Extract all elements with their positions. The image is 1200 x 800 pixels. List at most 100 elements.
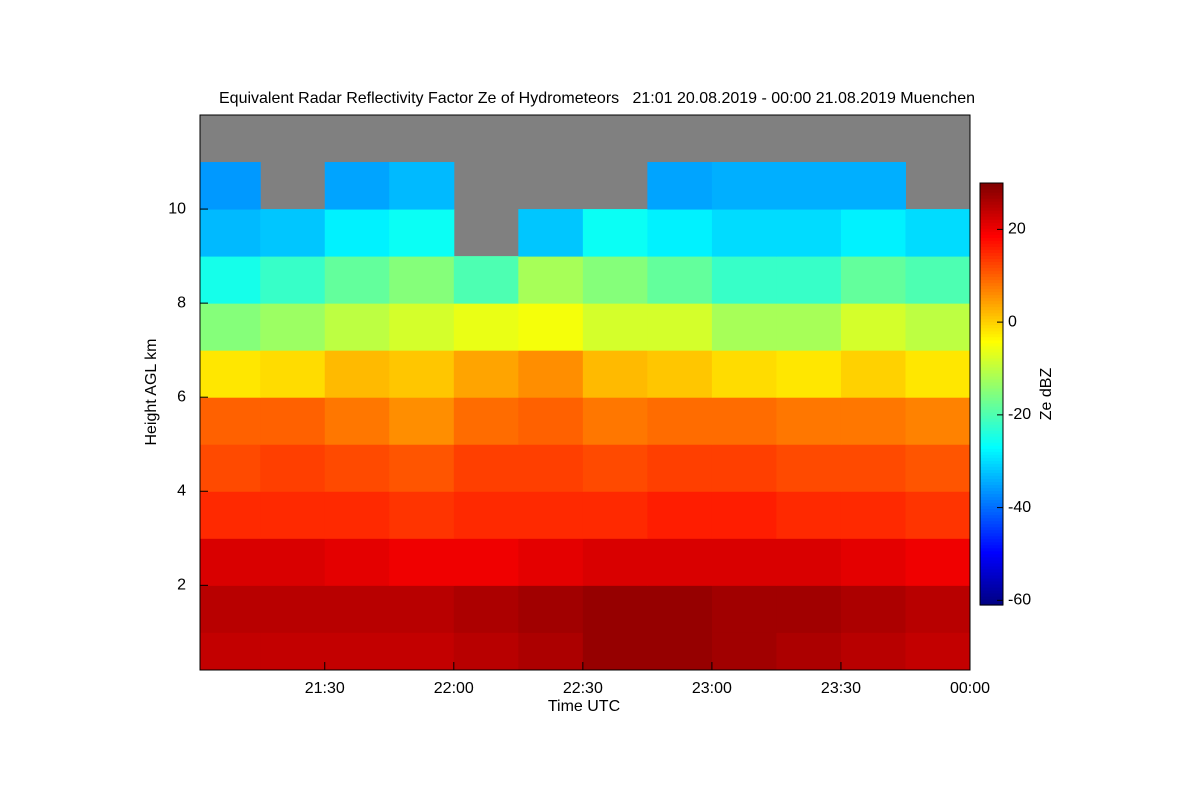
colorbar-segment xyxy=(980,493,1003,498)
heatmap-cell xyxy=(582,397,648,445)
colorbar-segment xyxy=(980,348,1003,353)
heatmap-cell xyxy=(776,256,842,304)
colorbar-segment xyxy=(980,204,1003,208)
heatmap-cell xyxy=(776,303,842,351)
heatmap-cell xyxy=(647,397,713,445)
heatmap-cell xyxy=(389,162,455,210)
heatmap-cell xyxy=(840,538,906,586)
colorbar-segment xyxy=(980,538,1003,543)
colorbar-segment xyxy=(980,258,1003,262)
colorbar-segment xyxy=(980,502,1003,507)
heatmap-cell xyxy=(840,162,906,210)
colorbar-segment xyxy=(980,478,1003,483)
heatmap-cell xyxy=(840,397,906,445)
heatmap-cell xyxy=(200,209,261,257)
heatmap-cell xyxy=(324,256,390,304)
colorbar-segment xyxy=(980,261,1003,265)
colorbar-segment xyxy=(980,439,1003,443)
heatmap-cell xyxy=(518,209,584,257)
heatmap-cell xyxy=(647,162,713,210)
colorbar-segment xyxy=(980,213,1003,217)
heatmap-cell xyxy=(905,397,971,445)
colorbar-segment xyxy=(980,312,1003,317)
heatmap-cell xyxy=(260,632,326,671)
colorbar-segment xyxy=(980,436,1003,440)
colorbar-segment xyxy=(980,517,1003,522)
colorbar-segment xyxy=(980,568,1003,573)
colorbar-segment xyxy=(980,381,1003,386)
colorbar-segment xyxy=(980,255,1003,259)
colorbar-segment xyxy=(980,282,1003,287)
heatmap-cell xyxy=(453,256,519,304)
colorbar-segment xyxy=(980,415,1003,419)
colorbar-segment xyxy=(980,342,1003,347)
colorbar-tick-label: -60 xyxy=(1008,592,1031,609)
colorbar-segment xyxy=(980,523,1003,528)
heatmap-cell xyxy=(905,491,971,539)
heatmap-cell xyxy=(324,632,390,671)
x-tick-label: 23:30 xyxy=(821,680,861,697)
heatmap-cell xyxy=(260,538,326,586)
heatmap-cell xyxy=(905,444,971,492)
colorbar-segment xyxy=(980,397,1003,401)
colorbar-segment xyxy=(980,183,1003,187)
colorbar-segment xyxy=(980,246,1003,250)
heatmap-cell xyxy=(200,256,261,304)
heatmap-cell xyxy=(260,256,326,304)
colorbar-segment xyxy=(980,345,1003,350)
colorbar-segment xyxy=(980,400,1003,404)
colorbar-segment xyxy=(980,249,1003,253)
colorbar-segment xyxy=(980,469,1003,473)
heatmap-cell xyxy=(711,350,777,398)
colorbar-tick-label: -20 xyxy=(1008,406,1031,423)
colorbar-segment xyxy=(980,571,1003,576)
colorbar-segment xyxy=(980,595,1003,600)
heatmap-cell xyxy=(200,632,261,671)
heatmap-cell xyxy=(389,397,455,445)
colorbar-segment xyxy=(980,484,1003,489)
colorbar-segment xyxy=(980,544,1003,549)
colorbar-segment xyxy=(980,445,1003,449)
y-tick-label: 4 xyxy=(177,482,186,499)
heatmap-cell xyxy=(453,303,519,351)
heatmap-cell xyxy=(711,397,777,445)
heatmap-cell xyxy=(389,444,455,492)
colorbar-segment xyxy=(980,505,1003,510)
colorbar-segment xyxy=(980,315,1003,320)
colorbar-segment xyxy=(980,442,1003,446)
heatmap-cell xyxy=(453,585,519,633)
heatmap-cell xyxy=(776,632,842,671)
colorbar-segment xyxy=(980,451,1003,455)
colorbar-segment xyxy=(980,228,1003,232)
y-tick-label: 10 xyxy=(168,200,186,217)
colorbar-segment xyxy=(980,496,1003,501)
colorbar-segment xyxy=(980,240,1003,244)
colorbar-segment xyxy=(980,306,1003,311)
heatmap-cell xyxy=(260,585,326,633)
colorbar-segment xyxy=(980,514,1003,519)
colorbar-segment xyxy=(980,481,1003,486)
heatmap-cell xyxy=(776,538,842,586)
colorbar-segment xyxy=(980,472,1003,476)
x-tick-label: 22:00 xyxy=(434,680,474,697)
heatmap-cell xyxy=(453,397,519,445)
heatmap-cell xyxy=(518,256,584,304)
heatmap-cell xyxy=(453,350,519,398)
colorbar-segment xyxy=(980,273,1003,278)
colorbar-segment xyxy=(980,372,1003,377)
colorbar-segment xyxy=(980,297,1003,302)
colorbar-segment xyxy=(980,475,1003,479)
x-tick-label: 23:00 xyxy=(692,680,732,697)
colorbar-segment xyxy=(980,457,1003,461)
colorbar-segment xyxy=(980,553,1003,558)
heatmap-cell xyxy=(776,209,842,257)
colorbar-segment xyxy=(980,198,1003,202)
colorbar-segment xyxy=(980,327,1003,332)
heatmap-cell xyxy=(582,444,648,492)
heatmap-cell xyxy=(582,209,648,257)
heatmap-cell xyxy=(518,585,584,633)
heatmap-cell xyxy=(324,209,390,257)
colorbar-segment xyxy=(980,580,1003,585)
colorbar-segment xyxy=(980,421,1003,425)
heatmap-cell xyxy=(453,632,519,671)
